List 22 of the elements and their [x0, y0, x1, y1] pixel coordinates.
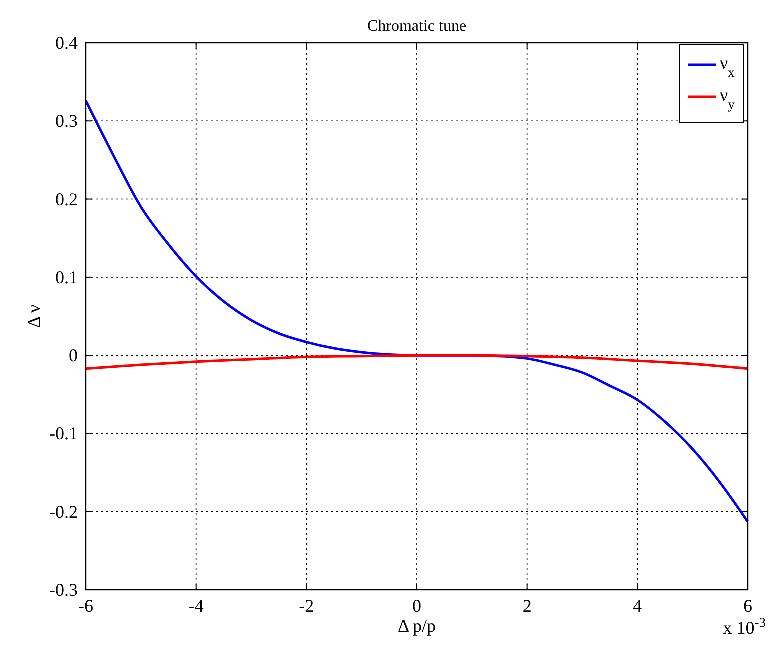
legend-label: ν$_{y}$	[720, 85, 736, 112]
y-tick-label: 0.3	[56, 111, 78, 132]
text: x 10$^{-3}$	[723, 614, 766, 638]
x-tick-label: 6	[744, 596, 752, 616]
y-tick-label: 0.4	[56, 33, 78, 53]
legend-label: ν$_{x}$	[720, 53, 736, 80]
x-tick-label: -2	[299, 596, 314, 616]
x-tick-label: 0	[412, 596, 422, 616]
chart-title: Chromatic tune	[367, 18, 467, 35]
y-tick-label: 0	[69, 346, 78, 366]
y-axis-title: Δ ν	[24, 304, 44, 328]
x-tick-label: 2	[522, 596, 532, 616]
y-tick-label: 0.1	[56, 267, 78, 288]
line-series	[84, 354, 750, 370]
y-tick-label: -0.3	[50, 580, 78, 600]
x-axis-title: Δ p/p	[398, 616, 436, 636]
x-tick-label: -4	[188, 596, 204, 616]
y-tick-label: 0.2	[56, 189, 78, 210]
y-tick-label: -0.2	[50, 502, 78, 522]
x-tick-label: 4	[633, 596, 642, 616]
x-tick-label: -6	[78, 596, 94, 616]
y-tick-label: -0.1	[50, 424, 78, 444]
